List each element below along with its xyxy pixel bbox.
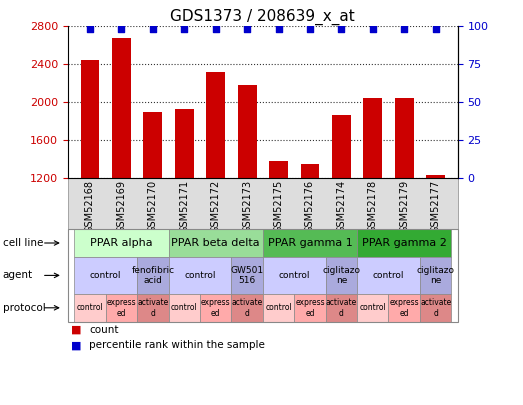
Text: control: control [359,303,386,312]
Text: fenofibric
acid: fenofibric acid [131,266,174,285]
Text: ■: ■ [71,325,81,335]
Text: activate
d: activate d [137,298,168,318]
Text: GW501
516: GW501 516 [231,266,264,285]
Point [369,26,377,32]
Bar [363,98,382,178]
Point [306,26,314,32]
Text: cell line: cell line [3,238,43,248]
Text: PPAR gamma 1: PPAR gamma 1 [268,238,353,248]
Text: agent: agent [3,271,33,280]
Text: PPAR beta delta: PPAR beta delta [172,238,260,248]
Text: control: control [265,303,292,312]
Text: activate
d: activate d [420,298,451,318]
Text: activate
d: activate d [232,298,263,318]
Bar [395,98,414,178]
Point [211,26,220,32]
Text: express
ed: express ed [107,298,136,318]
Point [400,26,408,32]
Point [431,26,440,32]
Point [275,26,283,32]
Point [337,26,346,32]
Text: PPAR alpha: PPAR alpha [90,238,153,248]
Text: control: control [184,271,215,280]
Text: control: control [373,271,404,280]
Text: control: control [171,303,198,312]
Text: control: control [90,271,121,280]
Text: activate
d: activate d [326,298,357,318]
Bar [301,164,320,178]
Text: express
ed: express ed [201,298,231,318]
Text: ciglitazo
ne: ciglitazo ne [417,266,454,285]
Text: percentile rank within the sample: percentile rank within the sample [89,341,265,350]
Point [149,26,157,32]
Text: control: control [76,303,104,312]
Bar [237,85,256,178]
Point [117,26,126,32]
Text: PPAR gamma 2: PPAR gamma 2 [362,238,447,248]
Point [180,26,188,32]
Bar [426,175,445,178]
Text: ■: ■ [71,341,81,350]
Bar [269,161,288,178]
Bar [175,109,194,178]
Bar [206,72,225,178]
Point [243,26,251,32]
Text: count: count [89,325,118,335]
Bar [332,115,351,178]
Text: protocol: protocol [3,303,46,313]
Point [86,26,94,32]
Title: GDS1373 / 208639_x_at: GDS1373 / 208639_x_at [170,9,355,25]
Text: ciglitazo
ne: ciglitazo ne [322,266,360,285]
Text: express
ed: express ed [390,298,419,318]
Text: express
ed: express ed [295,298,325,318]
Bar [81,60,99,178]
Text: control: control [278,271,310,280]
Bar [112,38,131,178]
Bar [143,112,162,178]
